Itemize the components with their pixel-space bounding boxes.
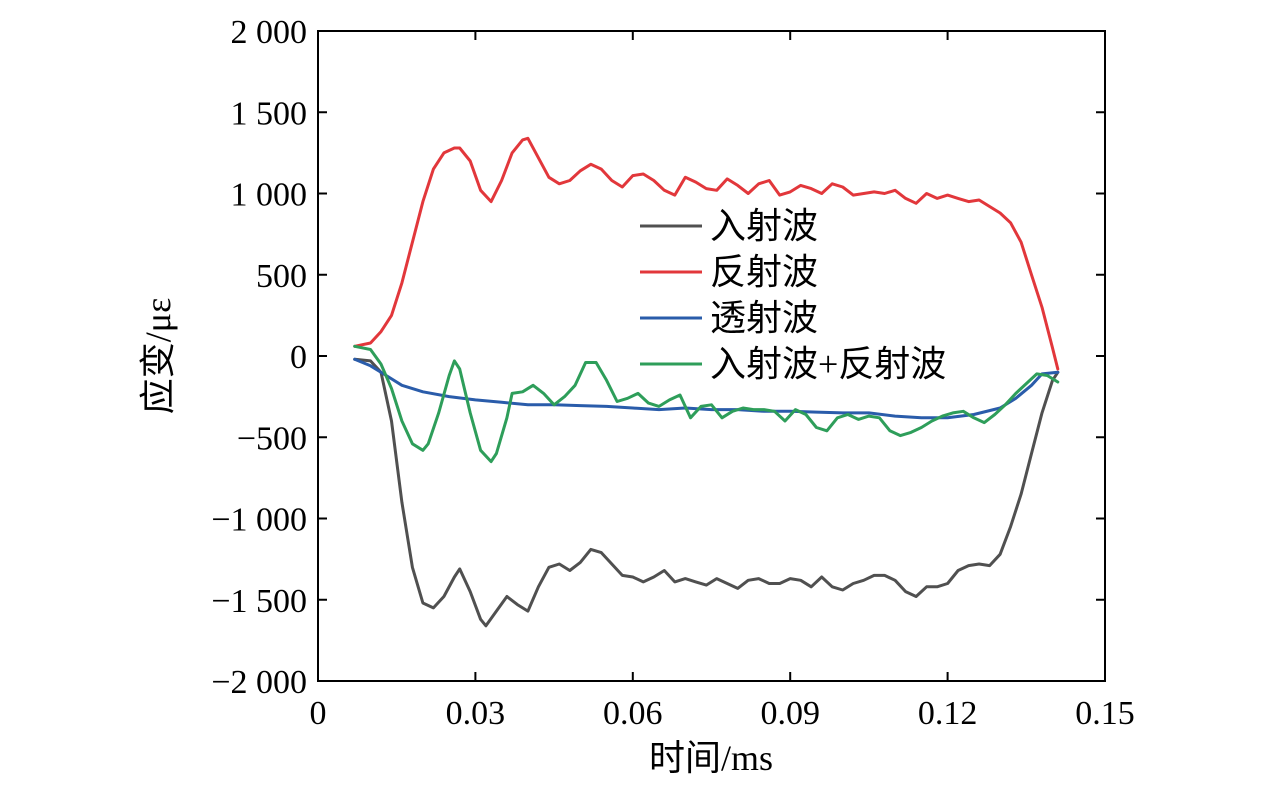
y-axis-title: 应变/με bbox=[138, 298, 178, 414]
x-axis-title: 时间/ms bbox=[649, 738, 773, 778]
legend-label-3: 入射波+反射波 bbox=[710, 344, 946, 384]
x-tick-label: 0.03 bbox=[446, 695, 506, 732]
y-tick-label: 1 000 bbox=[231, 177, 308, 214]
y-tick-labels: 2 000 1 500 1 000 500 0 −500 −1 000 −1 500 −2 00… bbox=[211, 14, 307, 701]
y-tick-label: 0 bbox=[290, 339, 307, 376]
x-tick-labels: 0 0.03 0.06 0.09 0.12 0.15 bbox=[310, 695, 1135, 732]
series-line-2 bbox=[353, 357, 1060, 420]
series-line-3 bbox=[353, 344, 1060, 464]
y-tick-label: −1 000 bbox=[211, 502, 307, 539]
y-tick-label: −500 bbox=[237, 420, 307, 457]
legend-label-1: 反射波 bbox=[710, 252, 818, 292]
y-tick-label: −2 000 bbox=[211, 664, 307, 701]
series-line-1 bbox=[353, 136, 1060, 371]
y-tick-label: 1 500 bbox=[231, 95, 308, 132]
x-tick-label: 0.06 bbox=[603, 695, 663, 732]
x-tick-label: 0.12 bbox=[918, 695, 978, 732]
y-tick-label: 2 000 bbox=[231, 14, 308, 51]
legend-label-2: 透射波 bbox=[710, 298, 818, 338]
x-tick-label: 0.09 bbox=[760, 695, 820, 732]
legend-label-0: 入射波 bbox=[710, 206, 818, 246]
x-tick-label: 0.15 bbox=[1075, 695, 1135, 732]
plot-lines bbox=[353, 136, 1060, 628]
y-tick-label: −1 500 bbox=[211, 583, 307, 620]
x-tick-label: 0 bbox=[310, 695, 327, 732]
series-line-0 bbox=[353, 357, 1060, 628]
y-tick-label: 500 bbox=[256, 258, 307, 295]
axis-ticks bbox=[317, 30, 1106, 682]
